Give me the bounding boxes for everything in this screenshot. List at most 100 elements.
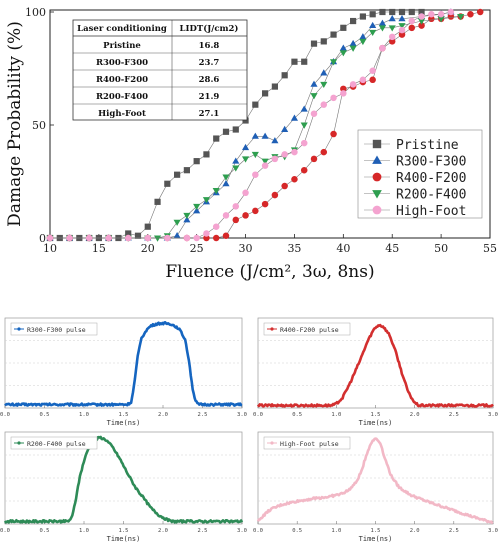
legend-marker-high-foot — [372, 205, 382, 215]
pulse-chart-r200-f400-pulse: 0.0 0.5 1.0 1.5 2.0 2.5 3.0 Time(ns) R200-F400 p… — [0, 431, 247, 543]
legend-marker-r300-f300 — [372, 155, 382, 164]
data-point-r200-f400 — [202, 197, 211, 204]
data-point-high-foot — [281, 151, 288, 158]
data-point-pristine — [281, 72, 288, 79]
main-y-tick-label: 0 — [39, 232, 46, 245]
lidt-value-cell: 21.9 — [199, 92, 220, 102]
data-point-r300-f300 — [398, 15, 406, 22]
data-point-pristine — [379, 8, 386, 16]
main-x-tick-label: 15 — [92, 242, 106, 255]
lidt-condition-cell: R200-F400 — [96, 92, 148, 102]
data-point-high-foot — [183, 234, 191, 242]
main-x-tick-label: 30 — [239, 242, 253, 255]
pulse-legend-box — [263, 322, 351, 336]
data-point-r300-f300 — [251, 132, 259, 139]
data-point-r200-f400 — [329, 59, 338, 66]
data-point-high-foot — [320, 101, 328, 108]
legend-marker-r200-f400 — [372, 190, 382, 199]
data-point-r400-f200 — [447, 13, 455, 20]
main-x-tick-labels: 10 15 20 25 30 35 40 45 50 55 — [43, 242, 497, 255]
pulse-x-tick-label: 0.5 — [40, 528, 50, 534]
data-point-r200-f400 — [232, 165, 240, 172]
legend-label-r300-f300: R300-F300 — [396, 155, 466, 170]
data-point-pristine — [398, 8, 406, 16]
lidt-header-value: LIDT(J/cm2) — [180, 23, 239, 34]
data-point-r400-f200 — [203, 234, 210, 242]
pulse-x-axis-label: Time(ns) — [107, 419, 141, 427]
data-point-r200-f400 — [212, 188, 220, 195]
data-point-pristine — [174, 171, 181, 178]
lidt-table-rows: Pristine 16.8 R300-F300 23.7 R400-F200 28.6 R2… — [73, 41, 247, 119]
pulse-x-tick-label: 1.0 — [331, 528, 341, 534]
main-y-tick-labels: 0 50 100 — [25, 6, 46, 245]
data-point-r200-f400 — [369, 29, 377, 37]
data-point-r400-f200 — [388, 38, 396, 45]
pulse-x-tick-label: 3.0 — [237, 528, 247, 534]
data-point-high-foot — [428, 11, 435, 18]
pulse-x-tick-label: 1.5 — [371, 412, 381, 418]
pulse-legend-label: R400-F200 pulse — [280, 326, 339, 334]
data-point-pristine — [262, 90, 269, 97]
data-point-r400-f200 — [408, 24, 416, 32]
pulse-x-tick-label: 3.0 — [237, 412, 247, 418]
data-point-high-foot — [349, 81, 357, 88]
pulse-curve — [256, 323, 494, 408]
data-point-r200-f400 — [310, 93, 318, 100]
data-point-r300-f300 — [310, 80, 318, 87]
legend-label-high-foot: High-Foot — [396, 204, 466, 219]
main-series-group — [46, 8, 484, 242]
pulse-x-axis-label: Time(ns) — [107, 535, 141, 543]
data-point-high-foot — [310, 110, 318, 117]
data-point-high-foot — [408, 17, 416, 25]
data-point-high-foot — [85, 234, 93, 242]
pulse-legend-label: R300-F300 pulse — [27, 326, 86, 334]
main-y-tick-label: 100 — [25, 6, 46, 19]
pulse-legend-label: High-Foot pulse — [280, 440, 339, 448]
data-point-r300-f300 — [222, 180, 230, 187]
main-x-tick-label: 25 — [190, 242, 204, 255]
data-point-high-foot — [212, 223, 220, 230]
lidt-value-cell: 27.1 — [199, 109, 220, 119]
data-point-pristine — [232, 126, 239, 133]
pulse-curve — [4, 321, 243, 407]
data-point-r200-f400 — [359, 38, 367, 46]
data-point-high-foot — [340, 90, 347, 97]
data-point-pristine — [291, 58, 298, 65]
legend-marker-pristine — [372, 139, 382, 149]
pulse-curve — [3, 435, 244, 524]
pulse-legend-box — [263, 436, 351, 450]
data-point-pristine — [134, 232, 142, 239]
legend-marker-r400-f200 — [372, 172, 382, 182]
data-point-high-foot — [124, 234, 132, 242]
main-x-tick-label: 40 — [336, 242, 350, 255]
data-point-r200-f400 — [222, 174, 230, 181]
data-point-pristine — [144, 223, 151, 230]
data-point-pristine — [330, 31, 337, 38]
pulse-legend-marker — [17, 327, 21, 331]
data-point-pristine — [408, 8, 415, 16]
data-point-r300-f300 — [369, 21, 377, 29]
main-x-axis-label: Fluence (J/cm², 3ω, 8ns) — [165, 262, 374, 282]
data-point-pristine — [164, 180, 171, 187]
data-point-r400-f200 — [398, 31, 406, 38]
data-point-pristine — [350, 17, 357, 25]
pulse-x-axis-label: Time(ns) — [359, 419, 393, 427]
pulse-x-tick-label: 1.0 — [79, 412, 89, 418]
pulse-x-tick-label: 2.0 — [410, 412, 420, 418]
lidt-value-cell: 16.8 — [199, 41, 220, 51]
data-point-high-foot — [447, 8, 455, 16]
pulse-legend-marker — [270, 327, 274, 331]
data-point-high-foot — [232, 203, 240, 210]
data-point-r300-f300 — [378, 19, 387, 26]
data-point-r200-f400 — [378, 25, 387, 32]
data-point-high-foot — [418, 13, 425, 20]
pulse-x-tick-label: 0.5 — [40, 412, 50, 418]
pulse-x-tick-label: 2.5 — [198, 412, 208, 418]
lidt-condition-cell: R300-F300 — [96, 58, 148, 68]
data-point-high-foot — [144, 234, 152, 242]
pulse-x-tick-label: 1.0 — [331, 412, 341, 418]
main-x-tick-label: 50 — [434, 242, 448, 255]
data-point-r300-f300 — [261, 132, 269, 139]
pulse-x-tick-label: 2.5 — [449, 528, 459, 534]
